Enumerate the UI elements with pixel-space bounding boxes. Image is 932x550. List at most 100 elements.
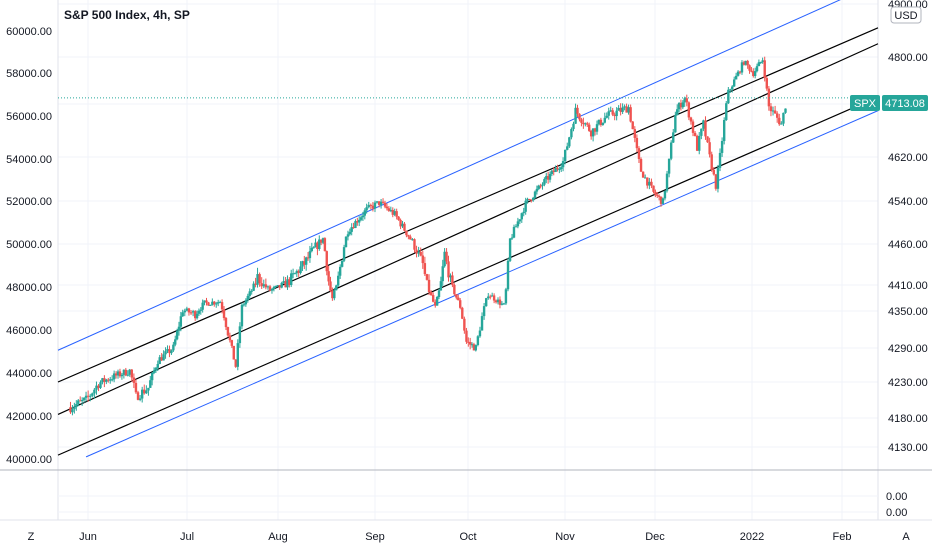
candle[interactable] xyxy=(752,68,755,78)
candle[interactable] xyxy=(441,259,444,286)
candle[interactable] xyxy=(714,173,718,191)
candle[interactable] xyxy=(114,371,118,379)
candle[interactable] xyxy=(695,134,699,152)
candle[interactable] xyxy=(409,234,412,240)
candle[interactable] xyxy=(203,300,206,306)
candle[interactable] xyxy=(570,127,573,140)
candle[interactable] xyxy=(395,208,398,220)
candle[interactable] xyxy=(405,230,408,238)
candle[interactable] xyxy=(97,384,100,392)
candle[interactable] xyxy=(584,122,587,127)
candle[interactable] xyxy=(731,85,734,93)
candle[interactable] xyxy=(526,197,529,204)
candle[interactable] xyxy=(528,198,531,201)
candle[interactable] xyxy=(211,298,214,306)
candle[interactable] xyxy=(359,215,363,222)
candle[interactable] xyxy=(435,295,439,306)
candle[interactable] xyxy=(238,322,242,348)
candle[interactable] xyxy=(199,307,202,315)
candle[interactable] xyxy=(236,339,239,371)
candle[interactable] xyxy=(278,284,281,290)
candle[interactable] xyxy=(162,350,165,361)
candle[interactable] xyxy=(215,301,218,308)
candle[interactable] xyxy=(80,397,84,406)
candle[interactable] xyxy=(260,277,263,290)
candle[interactable] xyxy=(516,217,520,229)
candle[interactable] xyxy=(563,149,567,165)
candle[interactable] xyxy=(429,290,433,296)
candle[interactable] xyxy=(427,274,431,296)
candle[interactable] xyxy=(472,342,476,351)
candle[interactable] xyxy=(769,103,773,117)
candle[interactable] xyxy=(545,172,548,184)
candle[interactable] xyxy=(413,238,416,253)
candle[interactable] xyxy=(254,277,257,288)
candle[interactable] xyxy=(205,297,208,306)
candle[interactable] xyxy=(156,360,159,372)
candle[interactable] xyxy=(461,306,464,320)
channel-inner-line[interactable] xyxy=(57,27,879,383)
candle[interactable] xyxy=(120,373,124,380)
candle[interactable] xyxy=(654,189,657,198)
candle[interactable] xyxy=(352,222,355,229)
candle[interactable] xyxy=(685,94,688,107)
candle[interactable] xyxy=(201,299,204,313)
candle[interactable] xyxy=(147,387,150,396)
candle[interactable] xyxy=(290,269,293,288)
candle[interactable] xyxy=(510,233,514,240)
candle[interactable] xyxy=(274,285,278,289)
candle[interactable] xyxy=(474,344,477,352)
candle[interactable] xyxy=(342,244,346,263)
candle[interactable] xyxy=(704,116,707,140)
candle[interactable] xyxy=(672,128,675,144)
candle[interactable] xyxy=(524,197,527,215)
candle[interactable] xyxy=(539,183,542,189)
candle[interactable] xyxy=(767,86,771,111)
candle[interactable] xyxy=(216,299,220,307)
candle[interactable] xyxy=(411,238,414,241)
candle[interactable] xyxy=(250,289,253,295)
candle[interactable] xyxy=(174,335,177,347)
candle[interactable] xyxy=(467,337,470,347)
candle[interactable] xyxy=(256,267,259,288)
candle[interactable] xyxy=(552,167,555,176)
candle[interactable] xyxy=(617,105,620,111)
candle[interactable] xyxy=(476,335,480,347)
candle[interactable] xyxy=(603,112,606,124)
candle[interactable] xyxy=(266,285,270,290)
candle[interactable] xyxy=(780,121,783,125)
candle[interactable] xyxy=(361,211,365,221)
candle[interactable] xyxy=(329,276,332,293)
candle[interactable] xyxy=(661,197,665,204)
candle[interactable] xyxy=(720,137,724,157)
candle[interactable] xyxy=(763,56,766,82)
candle[interactable] xyxy=(734,72,738,80)
candle[interactable] xyxy=(443,248,446,268)
candle[interactable] xyxy=(288,277,291,288)
candle[interactable] xyxy=(489,294,492,300)
candle[interactable] xyxy=(765,76,768,91)
candle[interactable] xyxy=(546,171,550,184)
candle[interactable] xyxy=(465,327,468,344)
candle[interactable] xyxy=(195,310,199,320)
candle[interactable] xyxy=(312,246,315,249)
candle[interactable] xyxy=(340,260,344,268)
candle[interactable] xyxy=(665,170,669,193)
candle[interactable] xyxy=(399,218,402,230)
candle[interactable] xyxy=(698,132,701,155)
candle[interactable] xyxy=(391,207,394,218)
candle[interactable] xyxy=(504,287,508,306)
candle[interactable] xyxy=(124,367,128,377)
candle[interactable] xyxy=(619,103,622,116)
channel-inner-line[interactable] xyxy=(57,96,879,456)
candle[interactable] xyxy=(116,369,120,379)
candle[interactable] xyxy=(625,103,628,113)
candle[interactable] xyxy=(480,312,484,331)
candle[interactable] xyxy=(319,239,323,246)
candle[interactable] xyxy=(387,206,391,212)
candle[interactable] xyxy=(308,245,312,263)
candle[interactable] xyxy=(175,328,179,341)
candle[interactable] xyxy=(373,200,377,213)
candle[interactable] xyxy=(187,307,191,316)
candle[interactable] xyxy=(773,105,777,114)
